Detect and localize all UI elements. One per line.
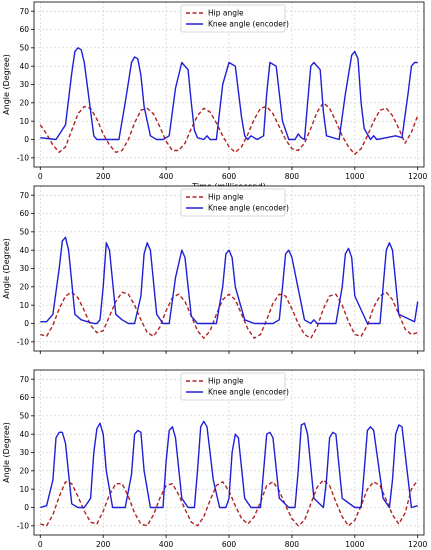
y-tick-label: -10 (17, 521, 29, 530)
legend-box (180, 372, 286, 401)
chart-panel-1: 020040060080010001200-10010203040506070T… (2, 1, 427, 191)
knee-angle-line (40, 47, 418, 141)
knee-angle-line (40, 236, 419, 325)
y-tick-label: 60 (19, 209, 29, 218)
y-axis-label: Angle (Degree) (2, 238, 11, 299)
y-tick-label: 10 (19, 485, 29, 494)
chart-panel-3: 020040060080010001200-10010203040506070T… (2, 369, 427, 549)
x-tick-label: 600 (222, 172, 237, 181)
x-tick-label: 400 (159, 540, 174, 549)
y-tick-label: 0 (24, 135, 29, 144)
y-tick-label: 0 (24, 503, 29, 512)
y-tick-label: 20 (19, 282, 29, 291)
legend-label: Hip angle (208, 377, 244, 386)
y-tick-label: 20 (19, 466, 29, 475)
legend: Hip angle Knee angle (encoder) (180, 188, 289, 217)
legend-label: Knee angle (encoder) (208, 20, 289, 29)
y-tick-label: 30 (19, 264, 29, 273)
legend-box (180, 4, 286, 33)
legend: Hip angle Knee angle (encoder) (180, 372, 289, 401)
x-tick-label: 800 (285, 172, 300, 181)
y-axis-label: Angle (Degree) (2, 54, 11, 115)
x-tick-label: 400 (159, 172, 174, 181)
y-tick-label: 70 (19, 375, 29, 384)
x-tick-label: 1000 (345, 172, 364, 181)
x-tick-label: 0 (38, 172, 43, 181)
y-tick-label: 20 (19, 98, 29, 107)
y-tick-label: 60 (19, 393, 29, 402)
legend-label: Hip angle (208, 9, 244, 18)
hip-angle-line (40, 291, 418, 339)
chart-panel-2: -10 0 10 20 30 40 50 60 70 Angle (Degree) Hip angl… (2, 185, 425, 354)
x-tick-label: 600 (222, 540, 237, 549)
y-tick-label: 10 (19, 117, 29, 126)
legend-label: Hip angle (208, 193, 244, 202)
hip-angle-line (39, 102, 419, 155)
x-tick-label: 1200 (408, 172, 427, 181)
legend-box (180, 188, 286, 217)
y-tick-label: 70 (19, 191, 29, 200)
y-tick-label: 30 (19, 448, 29, 457)
y-tick-label: 50 (19, 43, 29, 52)
y-tick-label: 40 (19, 62, 29, 71)
legend-label: Knee angle (encoder) (208, 204, 289, 213)
y-tick-label: 10 (19, 301, 29, 310)
y-tick-label: 30 (19, 80, 29, 89)
x-tick-label: 1200 (408, 540, 427, 549)
x-tick-label: 200 (96, 172, 111, 181)
y-tick-label: 60 (19, 25, 29, 34)
x-tick-label: 1000 (345, 540, 364, 549)
legend: Hip angle Knee angle (encoder) (180, 4, 289, 33)
y-tick-label: 50 (19, 411, 29, 420)
y-tick-label: 70 (19, 7, 29, 16)
y-tick-label: -10 (17, 153, 29, 162)
x-tick-label: 800 (285, 540, 300, 549)
legend-label: Knee angle (encoder) (208, 388, 289, 397)
y-axis-label: Angle (Degree) (2, 422, 11, 483)
knee-angle-line (40, 420, 418, 509)
y-tick-label: 40 (19, 430, 29, 439)
y-tick-label: -10 (17, 337, 29, 346)
y-tick-label: 0 (24, 319, 29, 328)
x-tick-label: 0 (38, 540, 43, 549)
y-tick-label: 50 (19, 227, 29, 236)
y-tick-label: 40 (19, 246, 29, 255)
x-tick-label: 200 (96, 540, 111, 549)
